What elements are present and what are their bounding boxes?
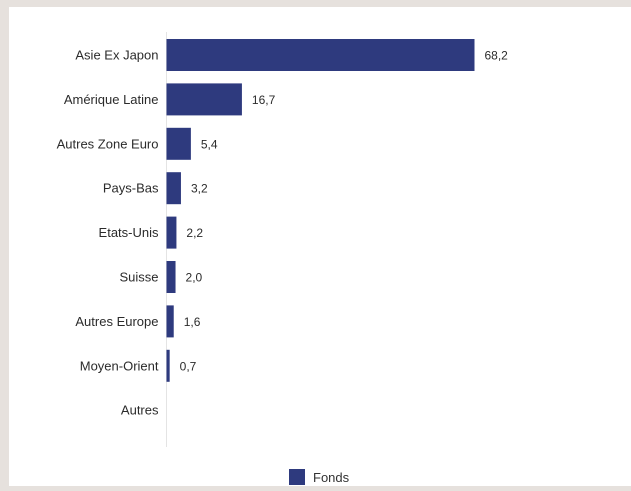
bar[interactable] — [166, 261, 176, 293]
data-label: 0,7 — [180, 359, 197, 373]
category-label: Pays-Bas — [103, 181, 159, 196]
data-label: 68,2 — [485, 49, 509, 63]
category-label: Autres — [121, 403, 159, 418]
bar[interactable] — [166, 39, 475, 71]
bar[interactable] — [166, 305, 174, 338]
chart-panel: Asie Ex Japon 68,2 Amérique Latine 16,7 Autr… — [9, 7, 631, 486]
category-label: Moyen-Orient — [80, 358, 159, 373]
data-label: 2,2 — [186, 226, 203, 240]
data-label: 5,4 — [201, 137, 218, 151]
bar[interactable] — [166, 83, 242, 116]
data-label: 16,7 — [252, 93, 276, 107]
legend-swatch-fonds — [289, 469, 305, 485]
category-label: Etats-Unis — [99, 225, 159, 240]
bars-layer: Asie Ex Japon 68,2 Amérique Latine 16,7 Autr… — [57, 39, 509, 418]
category-label: Autres Europe — [75, 314, 158, 329]
legend-label-fonds: Fonds — [313, 470, 350, 485]
category-label: Suisse — [119, 270, 158, 285]
bar[interactable] — [166, 349, 170, 382]
bar-chart: Asie Ex Japon 68,2 Amérique Latine 16,7 Autr… — [57, 32, 509, 485]
category-label: Autres Zone Euro — [57, 136, 159, 151]
legend[interactable]: Fonds — [289, 469, 350, 485]
bar[interactable] — [166, 216, 177, 249]
data-label: 2,0 — [186, 271, 203, 285]
bar[interactable] — [166, 172, 181, 205]
category-label: Asie Ex Japon — [75, 48, 158, 63]
data-label: 3,2 — [191, 182, 208, 196]
category-label: Amérique Latine — [64, 92, 159, 107]
bar[interactable] — [166, 127, 191, 160]
data-label: 1,6 — [184, 315, 201, 329]
